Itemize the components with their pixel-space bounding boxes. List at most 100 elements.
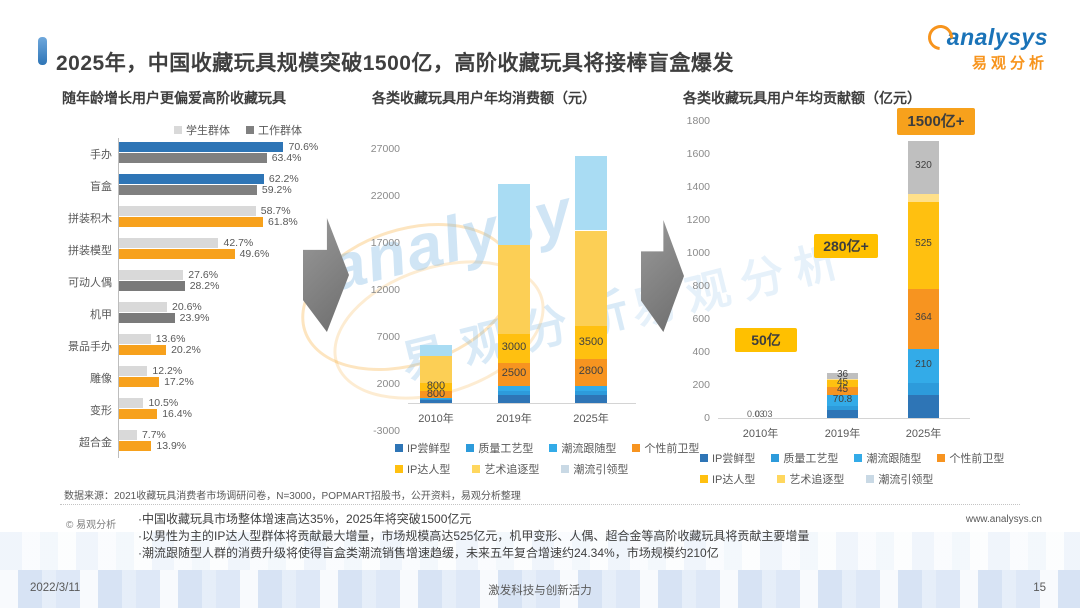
y-axis-tick-label: 600 [692, 313, 710, 325]
callout-badge: 1500亿+ [897, 108, 975, 135]
x-axis-category-label: 2010年 [742, 428, 779, 440]
worker-bar [119, 441, 152, 451]
bar-segment [908, 193, 939, 202]
website-url: www.analysys.cn [965, 514, 1042, 525]
logo-cn-text: 易观分析 [971, 55, 1048, 72]
bar-segment [498, 386, 530, 391]
legend-swatch [937, 454, 946, 462]
callout-badge: 50亿 [735, 328, 797, 352]
student-bar [119, 366, 148, 376]
worker-value-label: 13.9% [156, 440, 187, 452]
consumption-chart: 各类收藏玩具用户年均消费额（元） 27000 22000 17000 12000 700… [360, 88, 700, 490]
student-value-label: 58.7% [260, 205, 291, 217]
worker-value-label: 59.2% [261, 184, 292, 196]
y-axis-tick-label: 1800 [686, 115, 710, 127]
legend-label: 学生群体 [186, 125, 230, 137]
city-skyline-decoration [0, 532, 1080, 570]
student-bar [119, 398, 144, 408]
bar-segment [420, 399, 452, 401]
legend-row: IP尝鲜型 质量工艺型 潮流跟随型 个性前卫型 [395, 440, 699, 456]
bar-segment [498, 334, 530, 363]
segment-value-label: 45 [836, 384, 849, 396]
bar-segment [420, 398, 452, 400]
title-accent-bar [38, 37, 47, 65]
key-finding-item: ·潮流跟随型人群的消费升级将使得盲盒类潮流销售增速趋缓，未来五年复合增速约24.… [138, 546, 719, 560]
worker-value-label: 28.2% [189, 280, 220, 292]
worker-value-label: 49.6% [239, 248, 270, 260]
preference-rows: 手办 70.6% 63.4% 盲盒 62.2% 59.2% 拼装积木 58.7% 61.8% 拼装… [56, 141, 358, 472]
key-finding-item: ·以男性为主的IP达人型群体将贡献最大增量，市场规模高达525亿元，机甲变形、人… [138, 529, 810, 543]
student-bar [119, 334, 151, 344]
legend-label: 个性前卫型 [644, 443, 700, 455]
legend-swatch [632, 444, 641, 452]
bar-segment [575, 390, 607, 396]
student-value-label: 7.7% [141, 429, 166, 441]
segment-value-label: 800 [426, 387, 446, 400]
dotted-separator [60, 504, 1020, 505]
bar-segment [575, 385, 607, 391]
y-axis-tick-label: -3000 [373, 425, 400, 438]
legend-item: 学生群体 [174, 122, 230, 138]
x-axis-category-label: 2025年 [573, 413, 609, 425]
legend-swatch [854, 454, 863, 462]
legend-item: 艺术追逐型 [777, 471, 844, 487]
y-axis-tick-label: 800 [692, 280, 710, 292]
worker-bar [119, 281, 185, 291]
worker-bar [119, 377, 160, 387]
student-bar [119, 142, 284, 152]
worker-value-label: 17.2% [164, 376, 194, 388]
legend-row: IP尝鲜型 质量工艺型 潮流跟随型 个性前卫型 [700, 450, 1004, 466]
legend-swatch [771, 454, 780, 462]
segment-value-label: 320 [915, 160, 932, 172]
bar-segment [827, 379, 858, 380]
legend-label: IP达人型 [712, 474, 756, 486]
worker-value-label: 63.4% [271, 152, 302, 164]
page-number: 15 [1033, 582, 1046, 594]
consumption-chart-title: 各类收藏玩具用户年均消费额（元） [372, 90, 596, 106]
bar-segment [420, 344, 452, 356]
category-label: 变形 [90, 405, 112, 417]
zero-value-label: 0.03 [747, 409, 765, 419]
legend-label: 潮流跟随型 [866, 453, 922, 465]
contribution-chart: 各类收藏玩具用户年均贡献额（亿元） 1800 1600 1400 1200 1000 80… [678, 88, 1004, 490]
x-axis-line [718, 418, 970, 419]
x-axis-category-label: 2019年 [824, 428, 861, 440]
contribution-chart-title: 各类收藏玩具用户年均贡献额（亿元） [683, 90, 921, 106]
category-label: 景品手办 [68, 341, 112, 353]
legend-swatch [395, 465, 403, 473]
legend-item: 工作群体 [246, 122, 302, 138]
legend-swatch [246, 126, 254, 134]
legend-swatch [866, 475, 875, 483]
bar-segment [575, 395, 607, 403]
contribution-plot: 1800 1600 1400 1200 1000 800 600 400 200 0 2010年 70… [678, 88, 980, 490]
student-bar [119, 270, 184, 280]
preference-chart-title: 随年龄增长用户更偏爱高阶收藏玩具 [62, 90, 286, 106]
segment-value-label: 2800 [578, 365, 604, 378]
student-bar [119, 206, 256, 216]
legend-label: IP尝鲜型 [712, 453, 756, 465]
bar-segment [908, 348, 939, 384]
legend-label: IP达人型 [407, 464, 451, 476]
category-label: 可动人偶 [68, 277, 112, 289]
category-label: 拼装模型 [68, 245, 112, 257]
student-value-label: 62.2% [268, 173, 299, 185]
y-axis-line [118, 138, 119, 458]
zero-value-label: 0.03 [755, 409, 773, 419]
bar-segment [575, 230, 607, 327]
contribution-legend: IP尝鲜型 质量工艺型 潮流跟随型 个性前卫型 IP达人型 艺术追逐型 潮流引领型 [700, 450, 1004, 492]
worker-bar [119, 249, 235, 259]
y-axis-tick-label: 1400 [686, 181, 710, 193]
key-finding-item: ·中国收藏玩具市场整体增速高达35%，2025年将突破1500亿元 [138, 512, 472, 526]
y-axis-tick-label: 200 [692, 379, 710, 391]
category-label: 雕像 [90, 373, 112, 385]
slogan-label: 激发科技与创新活力 [488, 585, 592, 597]
worker-bar [119, 313, 175, 323]
legend-label: 潮流引领型 [878, 474, 934, 486]
y-axis-tick-label: 400 [692, 346, 710, 358]
preference-chart: 随年龄增长用户更偏爱高阶收藏玩具 学生群体 工作群体 手办 70.6% 63.4% 盲… [56, 88, 358, 480]
y-axis-tick-label: 12000 [370, 284, 400, 297]
legend-label: 质量工艺型 [783, 453, 839, 465]
student-value-label: 12.2% [152, 365, 183, 377]
worker-value-label: 23.9% [179, 312, 210, 324]
legend-label: 质量工艺型 [478, 443, 534, 455]
